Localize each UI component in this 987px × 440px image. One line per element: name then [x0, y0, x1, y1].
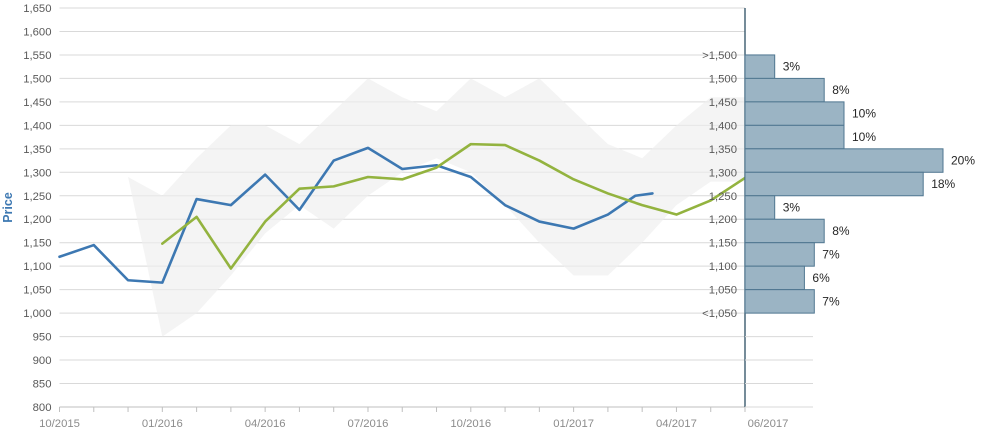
svg-text:1,050: 1,050	[709, 285, 737, 297]
svg-text:06/2017: 06/2017	[748, 418, 789, 430]
svg-text:04/2016: 04/2016	[245, 418, 286, 430]
svg-text:1,200: 1,200	[23, 214, 51, 226]
svg-text:3%: 3%	[783, 60, 801, 74]
svg-text:1,550: 1,550	[23, 50, 51, 62]
svg-text:6%: 6%	[812, 271, 830, 285]
svg-text:1,100: 1,100	[23, 261, 51, 273]
svg-text:1,150: 1,150	[23, 238, 51, 250]
svg-text:1,350: 1,350	[23, 144, 51, 156]
svg-text:10/2015: 10/2015	[39, 418, 80, 430]
svg-text:1,300: 1,300	[23, 167, 51, 179]
svg-text:7%: 7%	[822, 294, 840, 308]
svg-text:>1,500: >1,500	[702, 50, 737, 62]
svg-text:1,500: 1,500	[23, 73, 51, 85]
svg-text:1,250: 1,250	[709, 191, 737, 203]
svg-text:10%: 10%	[852, 107, 876, 121]
svg-text:1,200: 1,200	[709, 214, 737, 226]
svg-text:1,500: 1,500	[709, 73, 737, 85]
svg-text:18%: 18%	[931, 177, 955, 191]
svg-text:1,450: 1,450	[23, 97, 51, 109]
svg-text:20%: 20%	[951, 154, 975, 168]
svg-text:850: 850	[33, 379, 52, 391]
svg-text:8%: 8%	[832, 83, 850, 97]
svg-text:<1,050: <1,050	[702, 308, 737, 320]
svg-text:900: 900	[33, 355, 52, 367]
svg-text:10%: 10%	[852, 130, 876, 144]
svg-text:8%: 8%	[832, 224, 850, 238]
svg-text:Price: Price	[1, 192, 15, 223]
svg-text:3%: 3%	[783, 201, 801, 215]
svg-text:1,000: 1,000	[23, 308, 51, 320]
svg-text:1,050: 1,050	[23, 285, 51, 297]
svg-text:1,650: 1,650	[23, 3, 51, 15]
svg-text:07/2016: 07/2016	[348, 418, 389, 430]
svg-text:1,450: 1,450	[709, 97, 737, 109]
svg-text:800: 800	[33, 402, 52, 414]
svg-text:1,300: 1,300	[709, 167, 737, 179]
svg-text:1,100: 1,100	[709, 261, 737, 273]
svg-text:01/2016: 01/2016	[142, 418, 183, 430]
svg-text:1,400: 1,400	[709, 120, 737, 132]
svg-text:950: 950	[33, 332, 52, 344]
svg-text:04/2017: 04/2017	[656, 418, 697, 430]
svg-text:1,400: 1,400	[23, 120, 51, 132]
svg-text:01/2017: 01/2017	[553, 418, 594, 430]
svg-text:7%: 7%	[822, 247, 840, 261]
svg-text:1,150: 1,150	[709, 238, 737, 250]
svg-text:1,600: 1,600	[23, 27, 51, 39]
svg-text:1,250: 1,250	[23, 191, 51, 203]
svg-text:1,350: 1,350	[709, 144, 737, 156]
svg-text:10/2016: 10/2016	[450, 418, 491, 430]
